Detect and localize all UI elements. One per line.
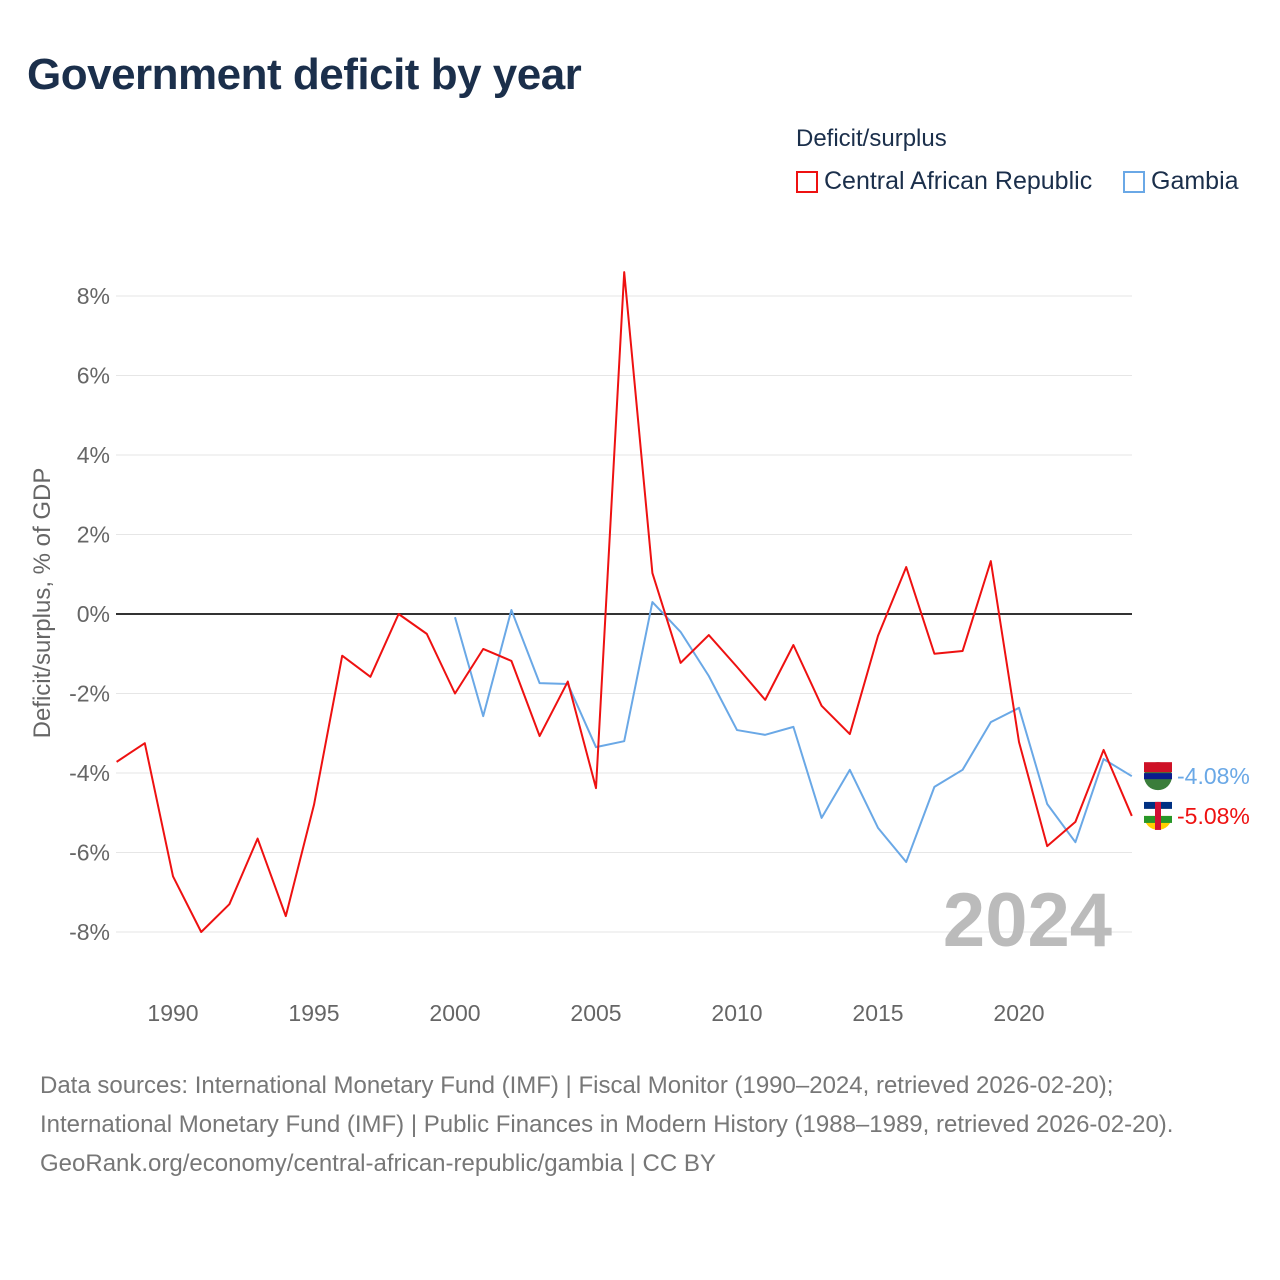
x-tick-label: 2015 — [852, 1000, 903, 1026]
credit-link[interactable]: GeoRank.org/economy/central-african-repu… — [40, 1150, 716, 1177]
end-value-label: -4.08% — [1177, 763, 1250, 789]
legend-title: Deficit/surplus — [796, 125, 947, 152]
line-chart: 8% 6% 4% 2% 0% -2% -4% -6% -8% 1990 1995 2000 2005 20… — [29, 271, 1250, 1026]
legend-item-gambia[interactable]: Gambia — [1123, 167, 1239, 196]
legend-swatch — [796, 170, 818, 193]
y-tick-label: -6% — [69, 840, 110, 866]
y-tick-label: 8% — [77, 283, 110, 309]
y-tick-label: 2% — [77, 522, 110, 548]
y-tick-label: 6% — [77, 363, 110, 389]
y-tick-label: -2% — [69, 681, 110, 707]
flag-stripe — [1144, 773, 1172, 780]
flag-car-icon — [1144, 801, 1172, 830]
y-tick-label: -4% — [69, 760, 110, 786]
y-tick-label: 0% — [77, 601, 110, 627]
y-tick-label: -8% — [69, 919, 110, 945]
x-tick-label: 1995 — [288, 1000, 339, 1026]
end-value-label: -5.08% — [1177, 803, 1250, 829]
legend-label: Gambia — [1151, 167, 1239, 195]
x-tick-label: 1990 — [147, 1000, 198, 1026]
legend-swatch — [1123, 170, 1145, 193]
chart-title: Government deficit by year — [27, 50, 582, 99]
data-sources: Data sources: International Monetary Fun… — [40, 1072, 1174, 1138]
x-tick-label: 2010 — [711, 1000, 762, 1026]
legend-item-car[interactable]: Central African Republic — [796, 167, 1092, 196]
flag-gambia-icon — [1144, 762, 1172, 791]
legend-label: Central African Republic — [824, 167, 1093, 195]
series-line-central-african-republic — [116, 271, 1133, 933]
y-axis-label: Deficit/surplus, % of GDP — [29, 468, 56, 739]
flag-stripe — [1155, 801, 1161, 830]
y-tick-label: 4% — [77, 442, 110, 468]
x-tick-label: 2005 — [570, 1000, 621, 1026]
year-watermark: 2024 — [943, 878, 1112, 963]
x-tick-label: 2020 — [993, 1000, 1044, 1026]
flag-stripe — [1144, 762, 1172, 773]
footer: Data sources: International Monetary Fun… — [40, 1066, 1240, 1183]
x-tick-label: 2000 — [429, 1000, 480, 1026]
series-line-gambia — [454, 601, 1133, 864]
